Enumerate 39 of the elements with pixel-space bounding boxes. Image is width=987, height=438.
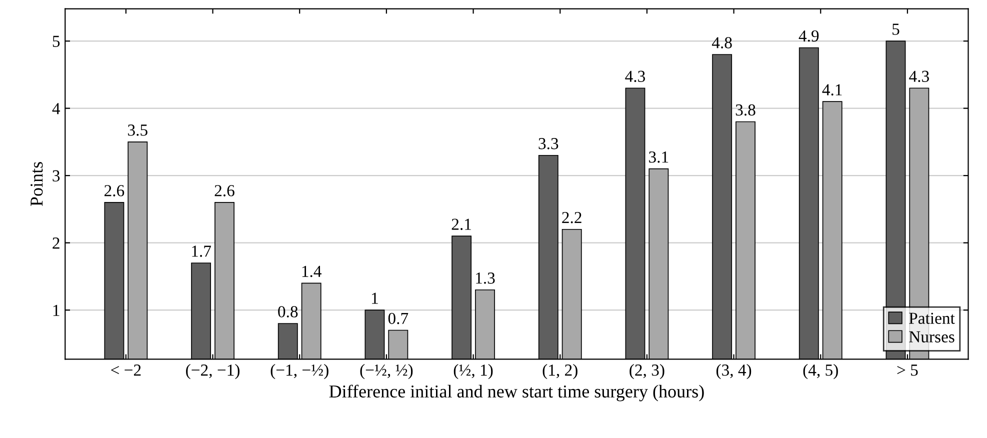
data-label: 4.3: [625, 70, 645, 82]
x-tick-label: (½, 1): [454, 364, 493, 380]
legend-label: Nurses: [909, 331, 954, 342]
data-label: 0.7: [388, 312, 408, 324]
y-tick-label: 5: [52, 36, 60, 47]
x-tick-label: < −2: [111, 364, 141, 376]
x-tick-label: (2, 3): [630, 364, 664, 380]
x-tick-label: (−½, ½): [360, 364, 413, 380]
y-tick-label: 1: [53, 304, 60, 316]
data-label: 4.8: [712, 37, 732, 48]
x-axis-title: Difference initial and new start time surgery (hours): [329, 384, 704, 402]
data-label: 0.8: [278, 306, 298, 318]
data-label: 1.4: [302, 266, 322, 278]
data-label: 2.2: [562, 212, 582, 224]
data-label: 3.3: [538, 138, 558, 150]
y-tick-label: 4: [52, 103, 60, 114]
y-axis-title: Points: [30, 162, 43, 206]
x-tick-label: (1, 2): [542, 364, 578, 380]
data-label: 1.3: [476, 272, 495, 284]
data-label: 1: [372, 292, 378, 304]
data-label: 2.6: [214, 185, 234, 196]
x-tick-label: (4, 5): [803, 364, 838, 380]
x-tick-label: (3, 4): [716, 364, 752, 380]
data-label: 2.6: [104, 185, 124, 196]
data-label: 4.1: [822, 84, 842, 96]
y-tick-label: 3: [52, 170, 60, 182]
y-tick-label: 2: [52, 238, 60, 249]
data-label: 2.1: [452, 218, 471, 230]
data-label: 1.7: [192, 246, 211, 257]
data-label: 3.5: [128, 124, 148, 136]
legend-label: Patient: [909, 312, 955, 324]
data-label: 5: [892, 24, 900, 35]
x-tick-label: (−1, −½): [270, 364, 328, 380]
x-tick-label: (−2, −1): [186, 364, 240, 380]
data-label: 4.3: [909, 70, 929, 82]
data-label: 3.1: [649, 151, 668, 163]
data-label: 4.9: [798, 30, 819, 42]
data-label: 3.8: [736, 104, 756, 116]
x-tick-label: > 5: [897, 364, 918, 376]
